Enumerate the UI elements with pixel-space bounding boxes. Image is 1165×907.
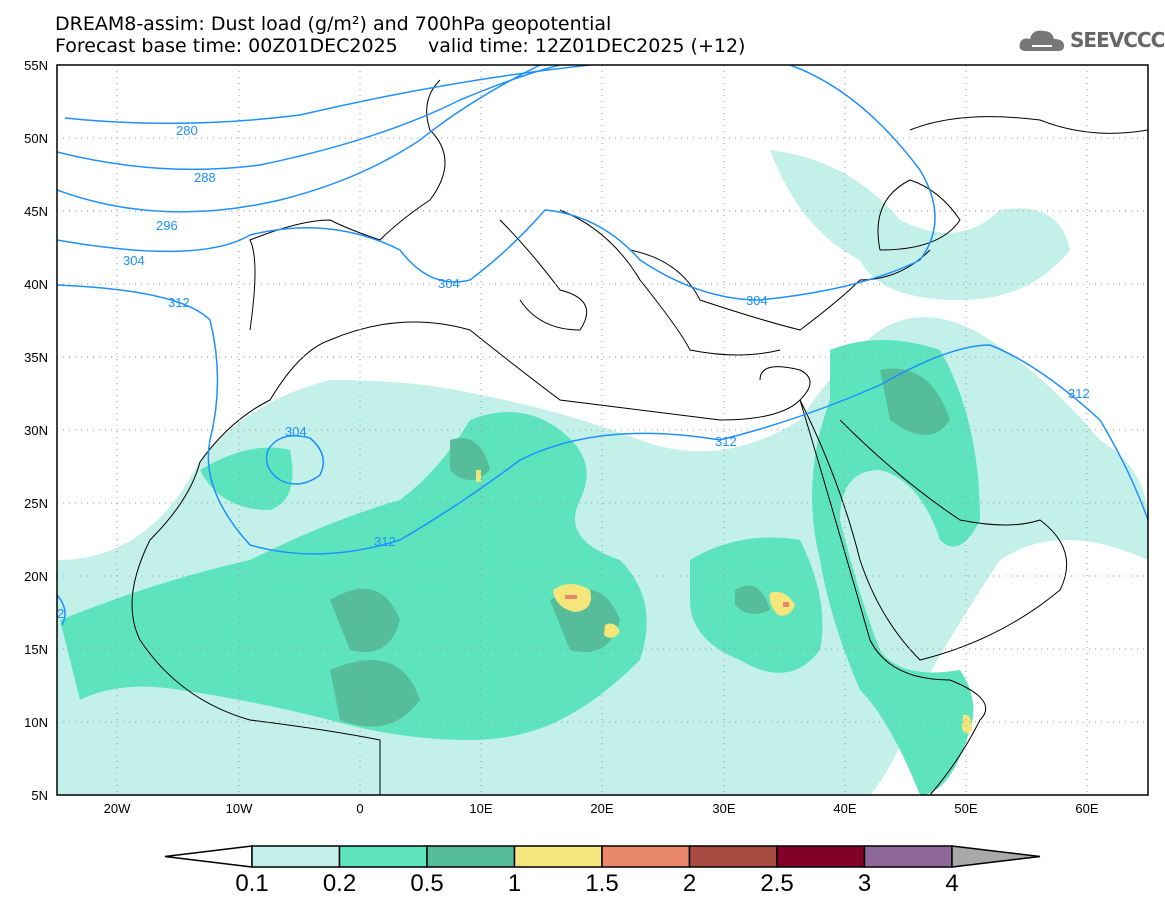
lon-labels: 20W 10W 0 10E 20E 30E 40E 50E 60E — [104, 801, 1099, 816]
svg-text:288: 288 — [194, 170, 216, 185]
colorbar-label: 3 — [857, 870, 872, 897]
colorbar-over-arrow — [951, 845, 1041, 868]
colorbar-swatch — [426, 845, 516, 868]
svg-text:55N: 55N — [24, 58, 48, 73]
svg-text:30E: 30E — [712, 801, 735, 816]
svg-text:0: 0 — [356, 801, 363, 816]
svg-text:50E: 50E — [954, 801, 977, 816]
svg-text:40E: 40E — [833, 801, 856, 816]
svg-text:312: 312 — [374, 534, 396, 549]
colorbar-label: 1.5 — [585, 870, 619, 897]
logo-text: SEEVCCC — [1070, 28, 1165, 52]
svg-text:15N: 15N — [24, 642, 48, 657]
dust-layer-medium — [60, 340, 980, 795]
svg-text:304: 304 — [123, 253, 145, 268]
svg-text:30N: 30N — [24, 423, 48, 438]
map-frame — [56, 64, 1149, 796]
svg-text:304: 304 — [746, 293, 768, 308]
svg-text:45N: 45N — [24, 204, 48, 219]
svg-text:20N: 20N — [24, 569, 48, 584]
svg-text:280: 280 — [176, 123, 198, 138]
colorbar-label: 0.2 — [322, 870, 357, 897]
svg-text:304: 304 — [438, 276, 460, 291]
svg-text:10E: 10E — [469, 801, 492, 816]
colorbar-under-arrow — [164, 845, 253, 868]
svg-text:312: 312 — [715, 434, 737, 449]
svg-text:10N: 10N — [24, 715, 48, 730]
colorbar-label: 2 — [682, 870, 697, 897]
colorbar — [164, 845, 1041, 868]
colorbar-label: 0.5 — [410, 870, 444, 897]
cloud-icon — [1019, 30, 1064, 51]
svg-text:40N: 40N — [24, 277, 48, 292]
seevccc-logo: SEEVCCC — [1018, 27, 1165, 53]
svg-text:5N: 5N — [31, 788, 48, 803]
svg-text:50N: 50N — [24, 131, 48, 146]
colorbar-swatch — [601, 845, 691, 868]
svg-text:10W: 10W — [226, 801, 253, 816]
svg-text:25N: 25N — [24, 496, 48, 511]
svg-text:312: 312 — [168, 295, 190, 310]
forecast-times: Forecast base time: 00Z01DEC2025 valid t… — [55, 35, 746, 57]
svg-text:35N: 35N — [24, 350, 48, 365]
colorbar-swatch — [776, 845, 866, 868]
colorbar-swatch — [863, 845, 953, 868]
svg-text:2: 2 — [57, 606, 64, 621]
svg-text:296: 296 — [156, 218, 178, 233]
svg-text:312: 312 — [1068, 386, 1090, 401]
svg-text:60E: 60E — [1075, 801, 1098, 816]
colorbar-label: 2.5 — [760, 870, 794, 897]
colorbar-label: 0.1 — [235, 870, 269, 897]
svg-text:304: 304 — [285, 424, 307, 439]
colorbar-label: 4 — [945, 870, 959, 897]
lat-labels: 55N 50N 45N 40N 35N 30N 25N 20N 15N 10N … — [24, 58, 48, 803]
svg-text:20W: 20W — [104, 801, 131, 816]
geopotential-contours — [57, 65, 1148, 626]
svg-text:20E: 20E — [590, 801, 613, 816]
dust-layer-max — [565, 595, 789, 607]
colorbar-swatch — [688, 845, 778, 868]
colorbar-swatch — [251, 845, 341, 868]
colorbar-swatch — [513, 845, 603, 868]
colorbar-label: 1 — [507, 870, 522, 897]
colorbar-swatch — [338, 845, 428, 868]
chart-title: DREAM8-assim: Dust load (g/m²) and 700hP… — [55, 13, 612, 35]
contour-labels: 280 288 296 304 304 304 304 312 312 312 … — [57, 123, 1090, 621]
